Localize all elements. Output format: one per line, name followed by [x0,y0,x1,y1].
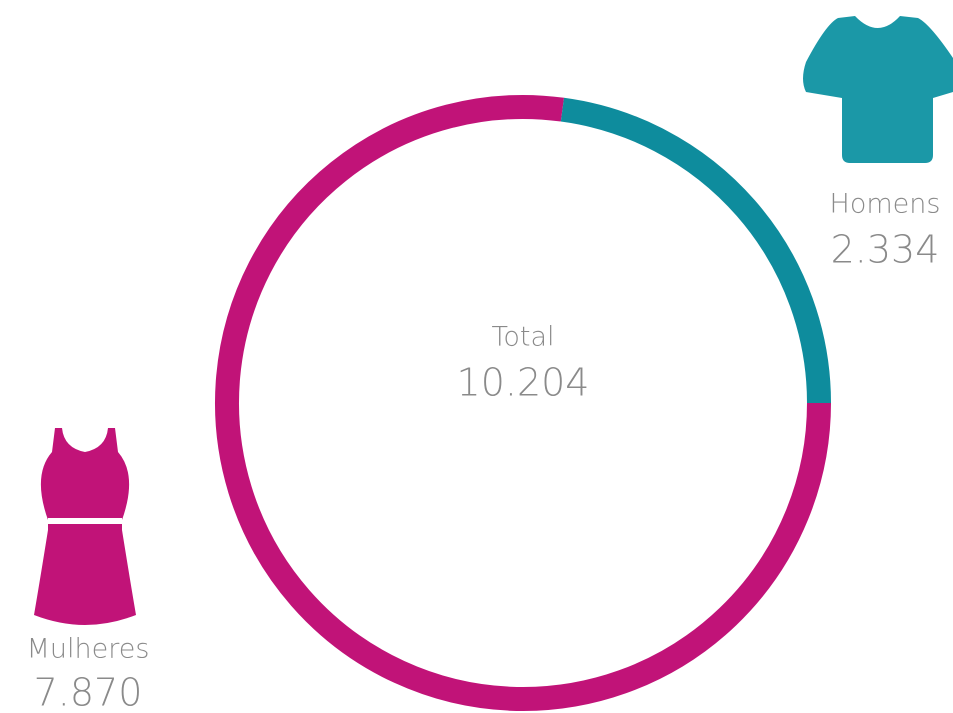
shirt-icon [803,16,953,163]
dress-belt [48,518,122,524]
category-label: Mulheres [27,634,150,665]
category-label: Homens [830,189,941,220]
value-label: 2.334 [831,228,940,272]
donut-segment [560,97,831,404]
total-label: 10.204 [457,361,590,405]
center-label: Total [491,322,554,353]
dress-icon [34,428,136,625]
donut-segment [215,95,831,711]
value-label: 7.870 [34,671,143,713]
